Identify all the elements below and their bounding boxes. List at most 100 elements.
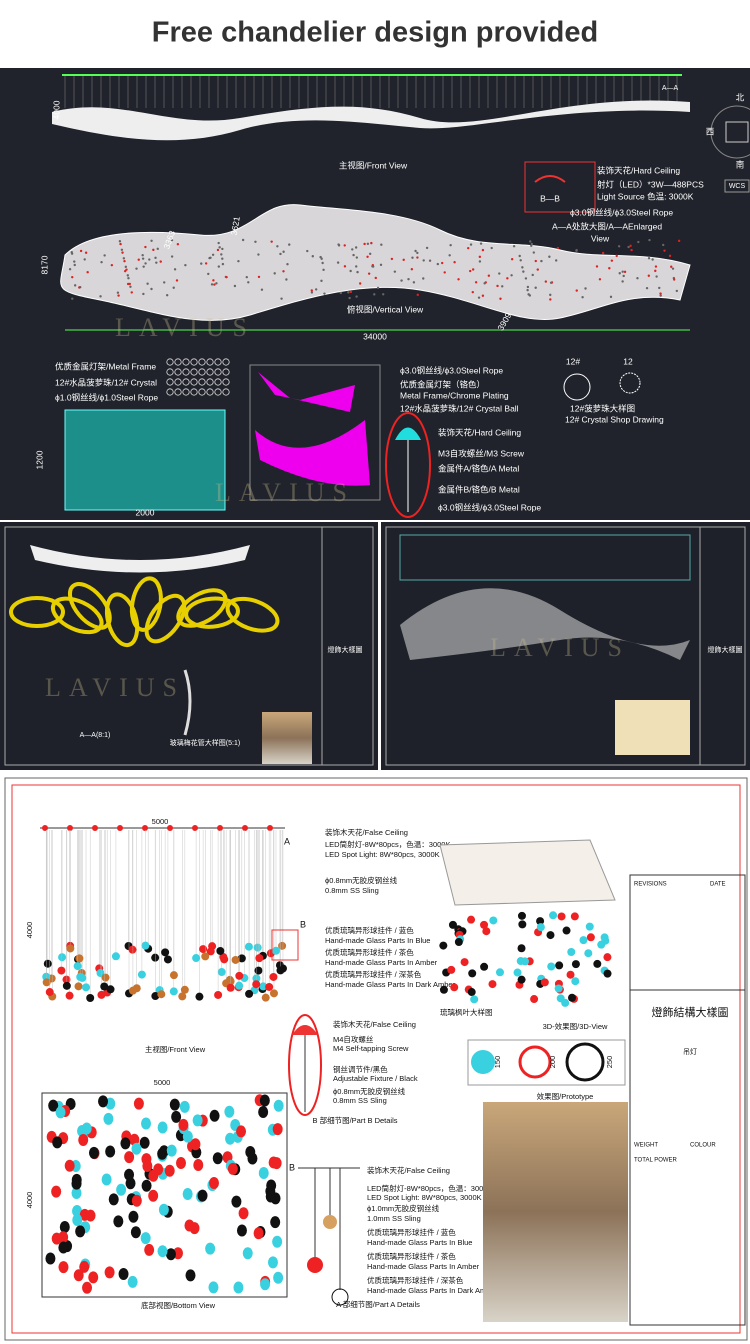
crystal (481, 248, 485, 252)
callout: LED Spot Light: 8W*80pcs, 3000K (367, 1193, 482, 1202)
ball (120, 1137, 131, 1150)
ball (157, 990, 166, 999)
ball (57, 966, 66, 975)
frame-dot (206, 388, 214, 396)
crystal (310, 291, 314, 294)
crystal (110, 263, 114, 267)
ball (571, 977, 580, 986)
crystal (524, 277, 528, 280)
crystal (310, 289, 313, 292)
callout: LED筒射灯-8W*80pcs，色温：3000K (367, 1183, 492, 1193)
crystal (477, 296, 481, 299)
ball (124, 1151, 135, 1164)
ball (52, 1136, 63, 1149)
callout: 优质琉璃异形球挂件 / 茶色 (367, 1251, 456, 1261)
ball (259, 1094, 270, 1107)
crystal (654, 269, 657, 273)
ball (585, 922, 594, 931)
crystal (123, 259, 126, 263)
crystal (496, 284, 499, 288)
crystal (122, 257, 126, 260)
crystal (414, 249, 417, 253)
crystal (554, 259, 558, 262)
ball (140, 1232, 151, 1245)
ball (48, 1099, 59, 1112)
frame-dot (206, 358, 214, 366)
frame-dot (222, 378, 230, 386)
crystal (314, 288, 318, 291)
crystal (400, 279, 403, 282)
spot-light (267, 825, 273, 831)
detail-label: 金属件B/铬色/B Metal (438, 484, 520, 494)
crystal (245, 275, 248, 279)
ball (603, 953, 612, 962)
frame-dot (214, 368, 222, 376)
compass (710, 105, 750, 159)
crystal (130, 291, 133, 294)
crystal (608, 267, 611, 270)
crystal (356, 270, 359, 274)
crystal (137, 258, 140, 261)
crystal (534, 259, 537, 263)
crystal (119, 242, 122, 246)
crystal (221, 262, 225, 266)
ball (219, 952, 228, 961)
frame-dot (174, 368, 182, 376)
tube (183, 669, 192, 736)
crystal (125, 268, 128, 271)
crystal (630, 248, 633, 252)
crystal (471, 290, 474, 294)
ball (81, 1122, 92, 1135)
ball (209, 1109, 220, 1122)
crystal (654, 265, 658, 268)
crystal (670, 265, 673, 268)
proto-ball (565, 1042, 605, 1082)
crystal (506, 277, 509, 280)
crystal (510, 257, 514, 261)
crystal (390, 257, 394, 261)
enlarged-text: ϕ3.0钢丝线/ϕ3.0Steel Rope (570, 207, 673, 217)
ball (480, 920, 489, 929)
ball (254, 966, 263, 975)
crystal (648, 238, 651, 242)
callout: 0.8mm SS Sling (325, 886, 379, 895)
ball (597, 940, 606, 949)
ball (72, 1214, 83, 1227)
crystal (655, 275, 658, 278)
crystal (527, 293, 530, 296)
crystal (276, 245, 279, 248)
crystal (478, 255, 482, 259)
ball (88, 1271, 99, 1284)
crystal (518, 254, 521, 258)
crystal (172, 286, 175, 289)
crystal (617, 245, 621, 248)
ball (561, 998, 570, 1007)
crystal (627, 245, 630, 249)
crystal (321, 261, 324, 265)
crystal (575, 289, 578, 292)
crystal (531, 273, 534, 277)
ball (148, 1189, 159, 1202)
crystal (152, 248, 155, 252)
ball (547, 962, 556, 971)
ball (111, 952, 120, 961)
crystal (371, 265, 375, 268)
tb-text: WEIGHT (634, 1143, 658, 1149)
ball (468, 969, 477, 978)
frame-dot (182, 378, 190, 386)
ball (105, 1145, 116, 1158)
frame-dot (206, 368, 214, 376)
prototype-box (467, 1039, 626, 1086)
tb-text: 吊灯 (683, 1047, 697, 1056)
crystal (225, 275, 228, 279)
crystal (529, 240, 532, 243)
dim: 3621 (229, 215, 242, 236)
ball (253, 1227, 264, 1240)
ball (460, 958, 469, 967)
crystal (521, 266, 524, 269)
ball (568, 993, 577, 1002)
spot-light (167, 825, 173, 831)
crystal (367, 272, 371, 275)
crystal (241, 238, 245, 242)
ball (448, 920, 457, 929)
